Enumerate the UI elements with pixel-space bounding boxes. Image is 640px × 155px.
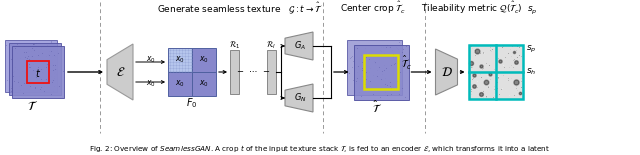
Bar — [12, 46, 64, 98]
Bar — [364, 55, 398, 89]
Bar — [353, 44, 408, 100]
Text: $x_0$: $x_0$ — [145, 79, 156, 89]
Polygon shape — [435, 49, 458, 95]
Bar — [346, 40, 401, 95]
Bar — [192, 48, 216, 72]
Bar — [5, 40, 57, 92]
Text: $x_0$: $x_0$ — [199, 79, 209, 89]
Text: $x_0$: $x_0$ — [175, 55, 185, 65]
Text: $F_0$: $F_0$ — [186, 96, 198, 110]
Text: $x_0$: $x_0$ — [145, 55, 156, 65]
Bar — [468, 45, 522, 99]
Bar — [27, 61, 49, 83]
Text: $G_A$: $G_A$ — [294, 40, 306, 52]
Polygon shape — [285, 32, 313, 60]
Text: $\hat{\mathcal{T}}_c$: $\hat{\mathcal{T}}_c$ — [401, 54, 412, 72]
Text: $\mathcal{E}$: $\mathcal{E}$ — [116, 66, 125, 78]
Polygon shape — [285, 84, 313, 112]
Bar — [468, 45, 495, 72]
Text: Fig. 2: Overview of $\it{SeamlessGAN}$. A crop $t$ of the input texture stack $\: Fig. 2: Overview of $\it{SeamlessGAN}$. … — [90, 142, 550, 153]
Text: Tileability metric $\mathcal{Q}(\hat{\mathcal{T}}_c)$  $s_p$: Tileability metric $\mathcal{Q}(\hat{\ma… — [421, 0, 538, 16]
Polygon shape — [107, 44, 133, 100]
Text: $s_h$: $s_h$ — [525, 67, 536, 77]
Bar — [9, 43, 61, 95]
Bar — [468, 72, 495, 99]
Text: $G_N$: $G_N$ — [294, 92, 307, 104]
Bar — [267, 50, 276, 94]
Text: $t$: $t$ — [35, 67, 41, 79]
Bar — [230, 50, 239, 94]
Text: $\mathcal{R}_1$: $\mathcal{R}_1$ — [228, 39, 240, 51]
Text: $\mathcal{D}$: $\mathcal{D}$ — [440, 66, 452, 78]
Text: Center crop $\hat{\mathcal{T}}_c$: Center crop $\hat{\mathcal{T}}_c$ — [340, 0, 406, 16]
Text: $x_0$: $x_0$ — [175, 79, 185, 89]
Text: $x_0$: $x_0$ — [199, 55, 209, 65]
Bar — [168, 48, 192, 72]
Text: $\hat{\mathcal{T}}$: $\hat{\mathcal{T}}$ — [372, 98, 383, 115]
Bar — [495, 72, 522, 99]
Text: $-$  $\cdots$  $-$: $-$ $\cdots$ $-$ — [236, 67, 270, 77]
Text: $s_p$: $s_p$ — [525, 43, 536, 55]
Bar — [192, 72, 216, 96]
Text: $\mathcal{T}$: $\mathcal{T}$ — [28, 100, 38, 113]
Bar — [168, 72, 192, 96]
Bar — [495, 45, 522, 72]
Text: Generate seamless texture   $\mathcal{G}: t \to \hat{\mathcal{T}}$: Generate seamless texture $\mathcal{G}: … — [157, 0, 323, 16]
Text: $\mathcal{R}_l$: $\mathcal{R}_l$ — [266, 39, 276, 51]
